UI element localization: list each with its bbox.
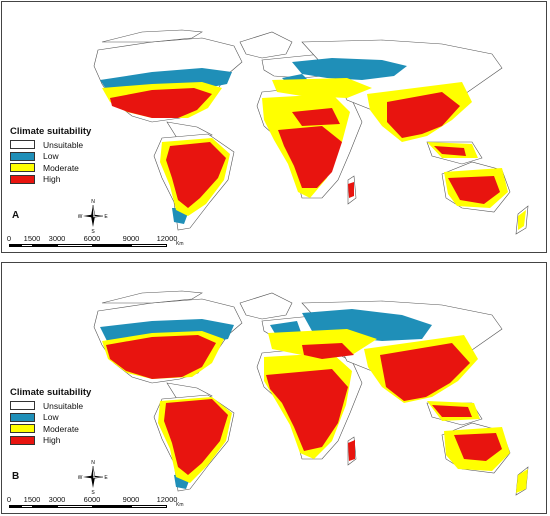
legend-label-low: Low [43, 151, 59, 162]
legend-item-low: Low [10, 151, 91, 163]
scale-tick-6000: 6000 [83, 234, 101, 243]
compass-east: E [104, 214, 108, 220]
scale-tick-1500: 1500 [23, 495, 41, 504]
scale-tick-0: 0 [6, 234, 12, 243]
legend-item-high: High [10, 435, 91, 447]
swatch-high [10, 435, 35, 445]
legend-item-moderate: Moderate [10, 162, 91, 174]
panel-letter: A [12, 210, 20, 221]
legend-a: Climate suitability Unsuitable Low Moder… [10, 127, 91, 185]
legend-label-high: High [43, 174, 61, 185]
compass-west: W [78, 214, 83, 220]
legend-label-moderate: Moderate [43, 423, 79, 434]
legend-item-unsuitable: Unsuitable [10, 400, 91, 412]
world-map-b [93, 290, 529, 496]
scale-tick-3000: 3000 [48, 495, 66, 504]
map-panel-b: Climate suitability Unsuitable Low Moder… [1, 262, 547, 514]
swatch-moderate [10, 163, 35, 173]
high-regions [110, 88, 500, 208]
legend-title: Climate suitability [10, 126, 92, 137]
compass-north: N [91, 460, 95, 466]
legend-title: Climate suitability [10, 387, 92, 398]
legend-item-unsuitable: Unsuitable [10, 139, 91, 151]
world-map-a [93, 29, 529, 235]
swatch-moderate [10, 424, 35, 434]
scale-bar: 0 1500 3000 6000 9000 12000 Km [7, 495, 187, 513]
swatch-low [10, 151, 35, 161]
compass-rose-icon: N S W E [78, 460, 108, 495]
scale-tick-12000: 12000 [156, 495, 178, 504]
compass-north: N [91, 199, 95, 205]
scale-tick-9000: 9000 [122, 495, 140, 504]
scale-tick-1500: 1500 [23, 234, 41, 243]
swatch-high [10, 174, 35, 184]
legend-item-high: High [10, 174, 91, 186]
scale-bar: 0 1500 3000 6000 9000 12000 Km [7, 234, 187, 252]
scale-tick-12000: 12000 [156, 234, 178, 243]
compass-south: S [91, 229, 95, 234]
compass-rose-icon: N S W E [78, 199, 108, 234]
legend-b: Climate suitability Unsuitable Low Moder… [10, 388, 91, 446]
panel-letter: B [12, 471, 20, 482]
compass-east: E [104, 475, 108, 481]
scale-tick-3000: 3000 [48, 234, 66, 243]
legend-label-unsuitable: Unsuitable [43, 400, 84, 411]
legend-label-low: Low [43, 412, 59, 423]
legend-item-low: Low [10, 412, 91, 424]
compass-west: W [78, 475, 83, 481]
scale-tick-9000: 9000 [122, 234, 140, 243]
map-panel-a: Climate suitability Unsuitable Low Moder… [1, 1, 547, 253]
compass-south: S [91, 490, 95, 495]
legend-label-moderate: Moderate [43, 162, 79, 173]
scale-tick-6000: 6000 [83, 495, 101, 504]
swatch-low [10, 412, 35, 422]
swatch-unsuitable [10, 401, 35, 411]
legend-label-high: High [43, 435, 61, 446]
scale-unit: Km [176, 241, 184, 247]
swatch-unsuitable [10, 140, 35, 150]
high-regions [106, 335, 502, 475]
scale-unit: Km [176, 502, 184, 508]
scale-tick-0: 0 [6, 495, 12, 504]
legend-item-moderate: Moderate [10, 423, 91, 435]
legend-label-unsuitable: Unsuitable [43, 139, 84, 150]
